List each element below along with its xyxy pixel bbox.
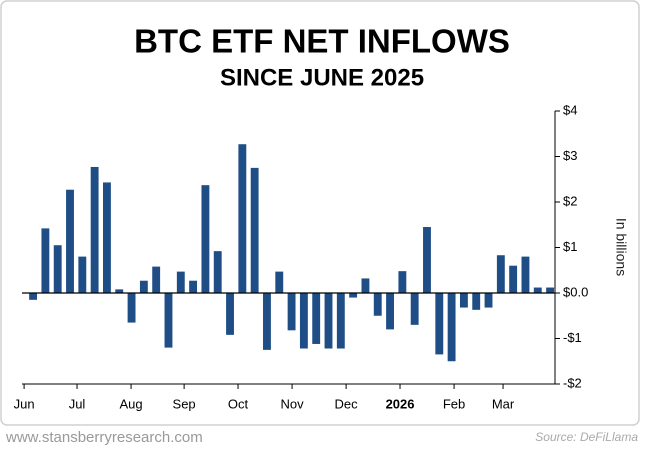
x-tick-label: Jun xyxy=(14,396,35,411)
x-tick-label: Aug xyxy=(119,396,142,411)
y-tick-label: $0.0 xyxy=(563,284,588,299)
y-tick-label: -$2 xyxy=(563,375,582,390)
bar xyxy=(275,271,284,293)
bar xyxy=(66,189,74,293)
bar xyxy=(213,251,222,293)
bar xyxy=(78,256,87,293)
y-tick-label: $3 xyxy=(563,148,577,163)
x-tick-label: Dec xyxy=(335,396,359,411)
bar xyxy=(521,256,530,293)
bar xyxy=(29,293,38,300)
bar xyxy=(53,245,62,293)
bar xyxy=(164,293,173,348)
bar xyxy=(41,228,50,293)
bar xyxy=(398,271,407,293)
chart-frame xyxy=(0,0,640,426)
bar xyxy=(139,280,148,293)
bar xyxy=(435,293,444,355)
bar xyxy=(102,182,111,293)
bar xyxy=(386,293,394,330)
bar xyxy=(361,278,370,293)
bar xyxy=(484,293,493,308)
bar xyxy=(373,293,382,316)
bar xyxy=(299,293,308,349)
y-tick-label: -$1 xyxy=(563,330,582,345)
chart-subtitle: SINCE JUNE 2025 xyxy=(220,64,424,91)
x-tick-label: Oct xyxy=(228,396,249,411)
x-tick-label: Mar xyxy=(492,396,515,411)
bar xyxy=(533,287,542,293)
bar xyxy=(324,293,333,349)
bar xyxy=(250,167,259,293)
bar xyxy=(336,293,345,349)
bar xyxy=(127,293,136,323)
y-axis-title: In billions xyxy=(613,218,629,276)
x-tick-label: Feb xyxy=(443,396,465,411)
bar xyxy=(472,293,481,310)
bar xyxy=(263,293,271,350)
source: Source: DeFiLlama xyxy=(535,430,638,444)
bar xyxy=(287,293,296,331)
y-tick-label: $4 xyxy=(563,102,577,117)
y-tick-label: $2 xyxy=(563,193,577,208)
bar xyxy=(447,293,456,362)
bar xyxy=(349,293,358,298)
bar xyxy=(423,227,431,293)
bar xyxy=(509,265,518,293)
bar xyxy=(189,280,198,293)
bar xyxy=(115,289,124,293)
bar xyxy=(152,266,161,293)
x-tick-label: Jul xyxy=(69,396,86,411)
bar xyxy=(546,287,555,293)
bar xyxy=(459,293,468,308)
bar xyxy=(312,293,321,344)
bar xyxy=(238,144,247,293)
bar xyxy=(176,271,185,293)
bar xyxy=(496,255,505,293)
bar xyxy=(90,166,99,293)
x-tick-label: 2026 xyxy=(386,396,415,411)
bar xyxy=(226,293,234,335)
x-tick-label: Sep xyxy=(173,396,196,411)
website: www.stansberryresearch.com xyxy=(5,429,203,446)
y-tick-label: $1 xyxy=(563,239,577,254)
bar xyxy=(201,185,210,293)
x-tick-label: Nov xyxy=(281,396,305,411)
chart-title: BTC ETF NET INFLOWS xyxy=(134,23,510,60)
bar xyxy=(410,293,419,325)
